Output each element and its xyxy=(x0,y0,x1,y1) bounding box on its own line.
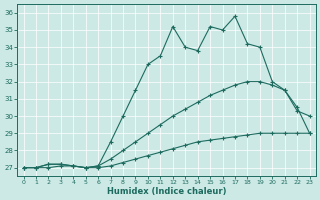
X-axis label: Humidex (Indice chaleur): Humidex (Indice chaleur) xyxy=(107,187,226,196)
